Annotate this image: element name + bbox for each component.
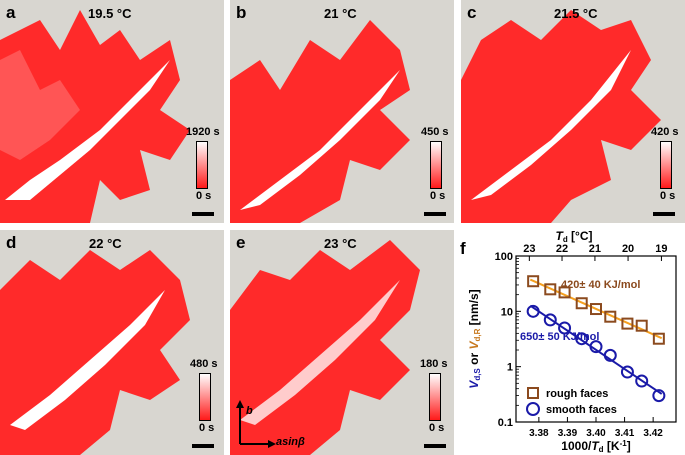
panel-label: f <box>460 239 466 258</box>
dendrite-image <box>0 250 190 455</box>
axis-b-label: b <box>246 405 253 417</box>
smooth-point <box>558 321 572 335</box>
rough-point <box>544 283 557 296</box>
scale-bar <box>653 212 675 216</box>
y-tick-label: 0.1 <box>498 417 513 429</box>
smooth-point <box>543 313 557 327</box>
rough-point <box>635 319 648 332</box>
colorbar <box>430 141 442 189</box>
smooth-point <box>635 374 649 388</box>
dendrite-image <box>0 10 190 223</box>
smooth-point <box>620 365 634 379</box>
panel-e: e 23 °C 180 s 0 s b asinβ <box>230 230 454 455</box>
arrhenius-chart: f Td [°C] 23 22 21 20 19 0.1 1 10 100 3.38 3.39 3… <box>460 229 677 454</box>
panel-b: b 21 °C 450 s 0 s <box>230 0 454 223</box>
x-axis-label: 1000/Td [K-1] <box>561 439 630 454</box>
rough-point <box>590 303 602 316</box>
y-tick-label: 100 <box>495 251 513 263</box>
panel-label: a <box>6 3 16 22</box>
scale-bar <box>192 444 214 448</box>
rough-point <box>558 286 571 299</box>
colorbar-min: 0 s <box>660 190 676 202</box>
scale-bar <box>424 444 446 448</box>
smooth-point <box>603 348 617 362</box>
rough-point <box>527 275 540 288</box>
x-tick-label: 3.40 <box>586 428 606 439</box>
panel-d: d 22 °C 480 s 0 s <box>0 230 224 455</box>
panel-label: b <box>236 3 247 22</box>
panel-temperature: 19.5 °C <box>88 6 132 21</box>
axis-arrows-icon <box>236 400 276 448</box>
fit-line <box>529 304 663 395</box>
y-axis-label: Vd,S or Vd,R [nm/s] <box>467 289 482 388</box>
legend-circle-icon <box>526 402 540 416</box>
scale-bar <box>192 212 214 216</box>
x-tick-label: 3.39 <box>558 428 578 439</box>
scale-bar <box>424 212 446 216</box>
legend-label: rough faces <box>546 388 608 400</box>
x-tick-label: 3.41 <box>615 428 635 439</box>
smooth-point <box>526 304 540 318</box>
x-tick-label: 3.38 <box>529 428 549 439</box>
panel-label: c <box>467 3 477 22</box>
x-tick-label: 3.42 <box>643 428 663 439</box>
top-tick-label: 19 <box>655 243 667 255</box>
top-tick-label: 22 <box>556 243 568 255</box>
panel-temperature: 21.5 °C <box>554 6 598 21</box>
panel-label: d <box>6 233 17 252</box>
colorbar-max: 180 s <box>420 358 448 370</box>
colorbar <box>660 141 672 189</box>
colorbar-min: 0 s <box>430 190 446 202</box>
colorbar-min: 0 s <box>199 422 215 434</box>
legend-square-icon <box>527 387 539 399</box>
colorbar-max: 450 s <box>421 126 449 138</box>
top-axis-label: Td [°C] <box>555 229 592 244</box>
colorbar-max: 1920 s <box>186 126 220 138</box>
smooth-annotation: 650± 50 KJ/mol <box>520 331 599 343</box>
legend: rough faces smooth faces <box>526 387 617 416</box>
colorbar-min: 0 s <box>429 422 445 434</box>
rough-point <box>621 317 634 330</box>
colorbar-max: 420 s <box>651 126 679 138</box>
axis-a-label: asinβ <box>276 436 305 448</box>
panel-temperature: 21 °C <box>324 6 357 21</box>
smooth-point <box>575 332 589 346</box>
top-tick-label: 20 <box>622 243 634 255</box>
panel-label: e <box>236 233 246 252</box>
colorbar-min: 0 s <box>196 190 212 202</box>
panel-temperature: 22 °C <box>89 236 122 251</box>
y-tick-label: 1 <box>507 362 513 374</box>
panel-c: c 21.5 °C 420 s 0 s <box>461 0 685 223</box>
rough-point <box>652 332 665 345</box>
colorbar <box>199 373 211 421</box>
colorbar-max: 480 s <box>190 358 218 370</box>
fit-line <box>529 278 663 340</box>
panel-temperature: 23 °C <box>324 236 357 251</box>
legend-label: smooth faces <box>546 404 617 416</box>
dendrite-image <box>230 20 410 223</box>
colorbar <box>196 141 208 189</box>
rough-annotation: 420± 40 KJ/mol <box>561 279 640 291</box>
smooth-point <box>589 340 603 354</box>
dendrite-image <box>461 10 661 223</box>
rough-point <box>604 310 617 323</box>
top-tick-label: 21 <box>589 243 601 255</box>
panel-a: a 19.5 °C 1920 s 0 s <box>0 0 224 223</box>
smooth-point <box>652 389 666 403</box>
rough-point <box>575 297 588 310</box>
top-tick-label: 23 <box>523 243 535 255</box>
y-tick-label: 10 <box>501 306 513 318</box>
dendrite-image <box>230 240 420 455</box>
colorbar <box>429 373 441 421</box>
